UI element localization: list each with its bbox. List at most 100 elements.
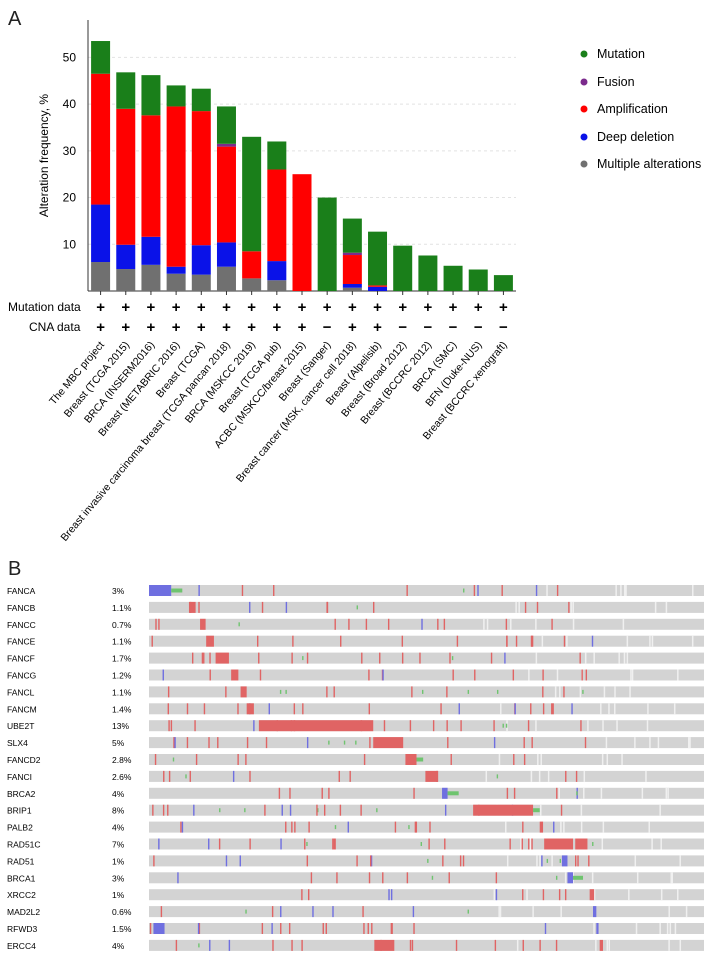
- alteration-mark: [162, 669, 164, 681]
- not-profiled-gap: [538, 770, 541, 782]
- alteration-mark: [379, 652, 381, 664]
- alteration-mark: [323, 804, 326, 816]
- gene-track: [149, 703, 704, 715]
- bar-segment-mutation: [393, 245, 413, 291]
- alteration-mark: [172, 757, 175, 762]
- alteration-mark: [522, 821, 524, 833]
- alteration-mark: [325, 923, 327, 934]
- alteration-mark: [244, 808, 246, 813]
- alteration-mark: [289, 787, 291, 799]
- bar-segment-deep_deletion: [166, 266, 186, 274]
- bar-segment-multiple: [242, 278, 262, 291]
- alteration-mark: [542, 703, 545, 715]
- not-profiled-gap: [556, 669, 559, 681]
- gene-percent: 8%: [112, 806, 125, 816]
- alteration-mark: [440, 703, 442, 715]
- alteration-mark: [539, 939, 541, 951]
- gene-track: [149, 686, 704, 698]
- alteration-mark: [293, 703, 296, 715]
- not-profiled-gap: [660, 889, 663, 901]
- alteration-mark: [168, 720, 170, 732]
- alteration-mark: [288, 923, 291, 934]
- cna-data-marker: −: [423, 319, 432, 336]
- alteration-mark: [338, 770, 340, 782]
- alteration-mark: [225, 855, 228, 867]
- gene-name: FANCD2: [7, 755, 41, 765]
- mutation-data-marker: +: [96, 299, 105, 316]
- alteration-mark: [343, 740, 346, 745]
- bar-segment-mutation: [242, 136, 262, 252]
- not-profiled-gap: [510, 618, 512, 630]
- not-profiled-gap: [615, 585, 617, 596]
- not-profiled-gap: [540, 804, 542, 816]
- alteration-mark: [264, 804, 266, 816]
- mutation-data-marker: +: [272, 299, 281, 316]
- alteration-mark: [361, 652, 363, 664]
- alteration-mark: [460, 720, 462, 732]
- gene-percent: 2.8%: [112, 755, 132, 765]
- mutation-data-marker: +: [247, 299, 256, 316]
- not-profiled-gap: [493, 889, 496, 901]
- bar-segment-mutation: [216, 106, 236, 144]
- cna-data-marker: −: [398, 319, 407, 336]
- gene-name: FANCA: [7, 586, 36, 596]
- alteration-mark: [512, 669, 515, 681]
- not-profiled-gap: [601, 754, 604, 765]
- alteration-mark: [467, 689, 470, 694]
- not-profiled-gap: [580, 804, 583, 816]
- alteration-mark: [316, 804, 318, 816]
- alteration-block: [258, 720, 374, 732]
- gene-name: PALB2: [7, 823, 33, 833]
- gene-track: [149, 652, 704, 664]
- bar-segment-multiple: [267, 280, 287, 291]
- alteration-mark: [294, 821, 296, 833]
- alteration-block: [533, 808, 540, 813]
- alteration-mark: [542, 686, 544, 698]
- gene-percent: 3%: [112, 873, 125, 883]
- alteration-mark: [310, 872, 313, 884]
- alteration-mark: [332, 906, 334, 918]
- alteration-mark: [369, 855, 372, 867]
- gene-percent: 1.1%: [112, 637, 132, 647]
- gene-track: [149, 669, 704, 681]
- alteration-mark: [442, 855, 444, 867]
- alteration-mark: [382, 872, 384, 884]
- not-profiled-gap: [584, 652, 587, 664]
- alteration-mark: [495, 872, 498, 884]
- gene-track: [149, 939, 704, 951]
- alteration-mark: [162, 804, 165, 816]
- bar-segment-amplification: [292, 174, 312, 291]
- alteration-mark: [383, 720, 386, 732]
- alteration-block: [231, 669, 239, 681]
- alteration-mark: [367, 923, 369, 934]
- alteration-mark: [228, 939, 231, 951]
- gene-name: FANCI: [7, 772, 32, 782]
- alteration-mark: [556, 585, 559, 596]
- not-profiled-gap: [535, 618, 537, 630]
- gene-track: [149, 821, 704, 833]
- gene-percent: 7%: [112, 840, 125, 850]
- not-profiled-gap: [551, 855, 553, 867]
- mutation-data-marker: +: [323, 299, 332, 316]
- alteration-mark: [412, 906, 415, 918]
- alteration-mark: [340, 635, 342, 647]
- not-profiled-gap: [673, 703, 676, 715]
- alteration-mark: [306, 855, 309, 867]
- not-profiled-gap: [636, 872, 639, 884]
- alteration-mark: [265, 737, 268, 749]
- alteration-mark: [160, 906, 163, 918]
- alteration-mark: [347, 821, 349, 833]
- alteration-mark: [356, 605, 358, 610]
- alteration-mark: [502, 723, 504, 728]
- cna-data-marker: +: [147, 319, 156, 336]
- mutation-data-marker: +: [449, 299, 458, 316]
- alteration-mark: [535, 585, 538, 596]
- alteration-mark: [527, 720, 530, 732]
- alteration-mark: [576, 791, 578, 796]
- cna-data-marker: +: [222, 319, 231, 336]
- alteration-mark: [208, 838, 210, 850]
- gene-percent: 4%: [112, 941, 125, 951]
- alteration-mark: [414, 821, 417, 833]
- gene-track: [149, 804, 704, 816]
- gene-name: SLX4: [7, 738, 28, 748]
